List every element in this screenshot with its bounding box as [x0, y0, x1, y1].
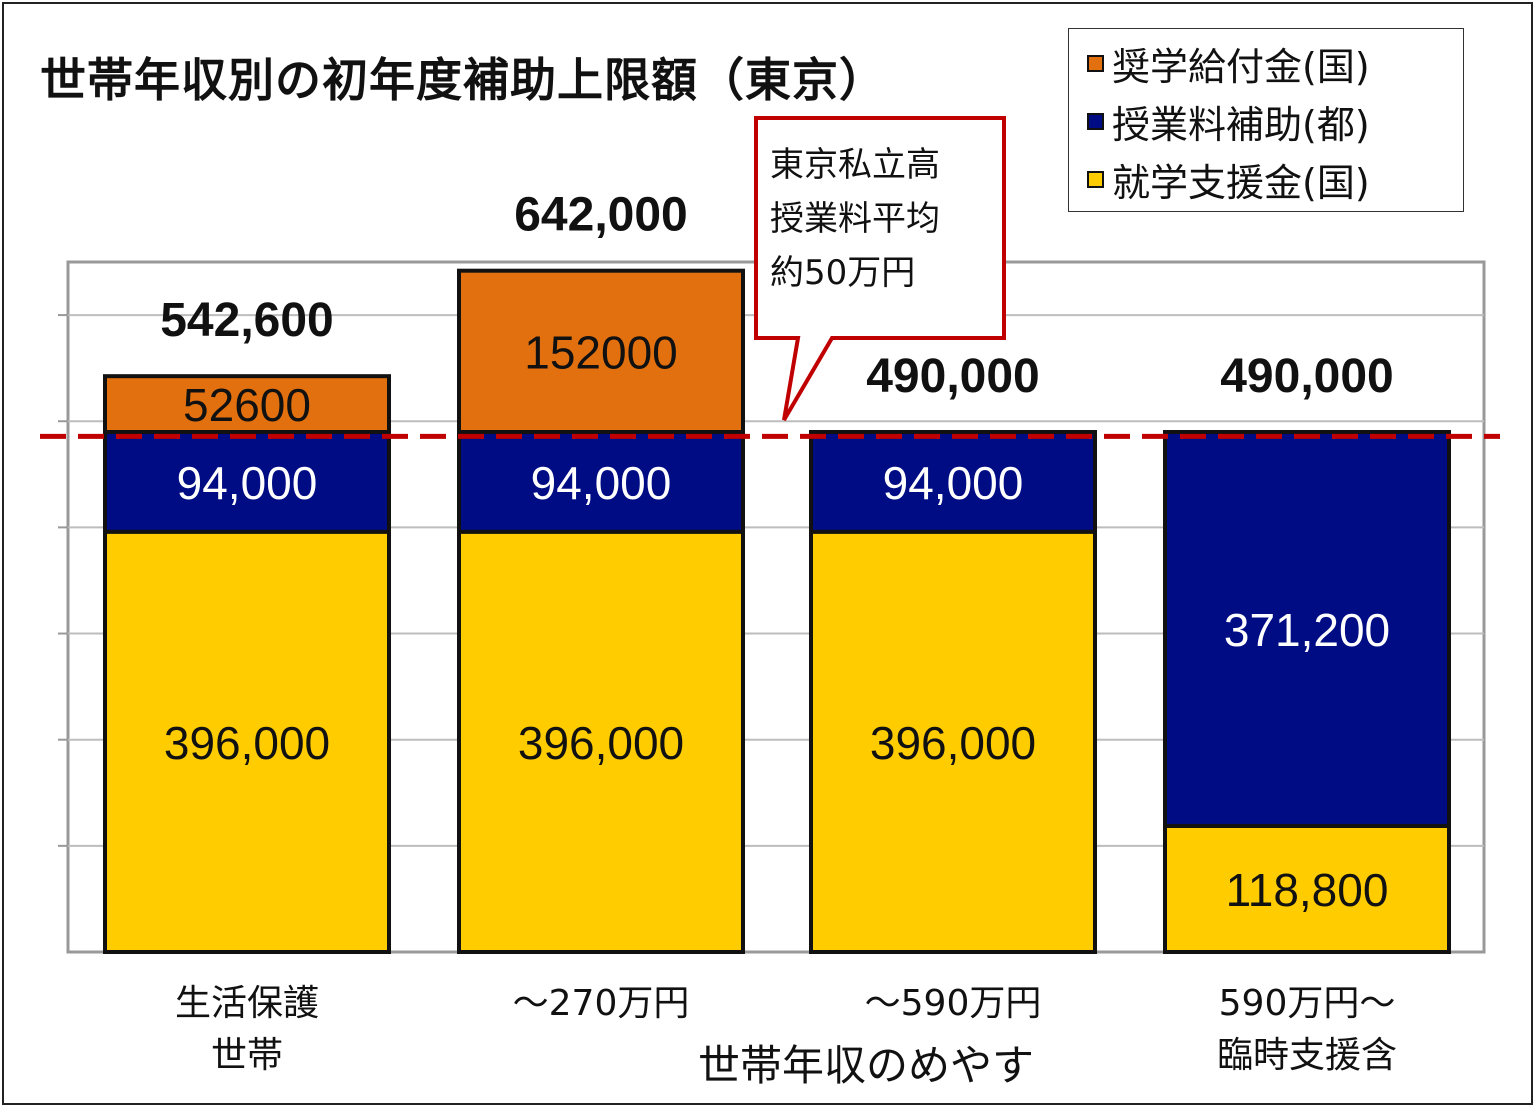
- bar-value-label: 152000: [524, 326, 678, 378]
- bar-segment: [809, 430, 1097, 534]
- category-label-welfare-line-1: 生活保護: [174, 983, 320, 1024]
- chart-title: 世帯年収別の初年度補助上限額（東京）: [40, 53, 886, 107]
- category-label-under-270-line-1: ～270万円: [512, 983, 690, 1024]
- bar-value-label: 118,800: [1226, 864, 1389, 916]
- category-label-under-590: ～590万円: [865, 978, 1042, 1030]
- bar-value-label: 94,000: [883, 457, 1024, 509]
- legend-swatch-tuition-aid: [1087, 112, 1104, 130]
- bar-segment: [103, 374, 391, 435]
- callout-box: 東京私立高 授業料平均 約50万円: [770, 138, 1000, 300]
- legend-label-tuition-aid: 授業料補助(都): [1112, 102, 1370, 147]
- category-label-welfare-line-2: 世帯: [210, 1035, 284, 1076]
- bar-value-label: 396,000: [164, 717, 330, 769]
- legend-label-scholarship: 奨学給付金(国): [1112, 44, 1370, 89]
- bar-total-label: 642,000: [514, 189, 688, 242]
- bar-total-label: 542,600: [160, 294, 334, 347]
- legend-item-scholarship: 奨学給付金(国): [1087, 37, 1370, 89]
- bar-segment: [1163, 430, 1451, 828]
- legend-swatch-support-fund: [1087, 170, 1104, 188]
- legend-item-support-fund: 就学支援金(国): [1087, 153, 1370, 205]
- bar-total-label: 490,000: [866, 350, 1040, 403]
- legend-label-support-fund: 就学支援金(国): [1112, 160, 1370, 205]
- bar-value-label: 396,000: [870, 717, 1036, 769]
- callout-line-2: 授業料平均: [770, 199, 940, 239]
- legend-item-tuition-aid: 授業料補助(都): [1087, 95, 1370, 147]
- bar-segment: [103, 529, 391, 955]
- category-label-over-590-line-2: 臨時支援含: [1216, 1035, 1398, 1076]
- bar-value-label: 371,200: [1224, 604, 1390, 656]
- bar-segment: [457, 529, 745, 955]
- bar-segment: [457, 430, 745, 534]
- legend-swatch-scholarship: [1087, 54, 1104, 72]
- bar-value-label: 52600: [183, 379, 311, 431]
- bar-segment: [1163, 823, 1451, 954]
- bar-value-label: 94,000: [177, 457, 318, 509]
- callout-line-3: 約50万円: [770, 253, 916, 293]
- bar-segment: [809, 529, 1097, 955]
- legend: 奨学給付金(国) 授業料補助(都) 就学支援金(国): [1068, 28, 1464, 212]
- x-axis-title: 世帯年収のめやす: [698, 1041, 1035, 1090]
- bar-total-label: 490,000: [1220, 350, 1394, 403]
- category-label-under-590-line-1: ～590万円: [864, 983, 1042, 1024]
- callout-bubble: [754, 116, 1006, 422]
- category-label-under-270: ～270万円: [513, 978, 690, 1030]
- bar-segment: [457, 268, 745, 434]
- bar-value-label: 94,000: [531, 457, 672, 509]
- category-label-over-590: 590万円～ 臨時支援含: [1217, 978, 1397, 1082]
- callout-line-1: 東京私立高: [770, 145, 940, 185]
- category-label-over-590-line-1: 590万円～: [1218, 983, 1396, 1024]
- category-label-welfare: 生活保護 世帯: [175, 978, 319, 1082]
- bar-value-label: 396,000: [518, 717, 684, 769]
